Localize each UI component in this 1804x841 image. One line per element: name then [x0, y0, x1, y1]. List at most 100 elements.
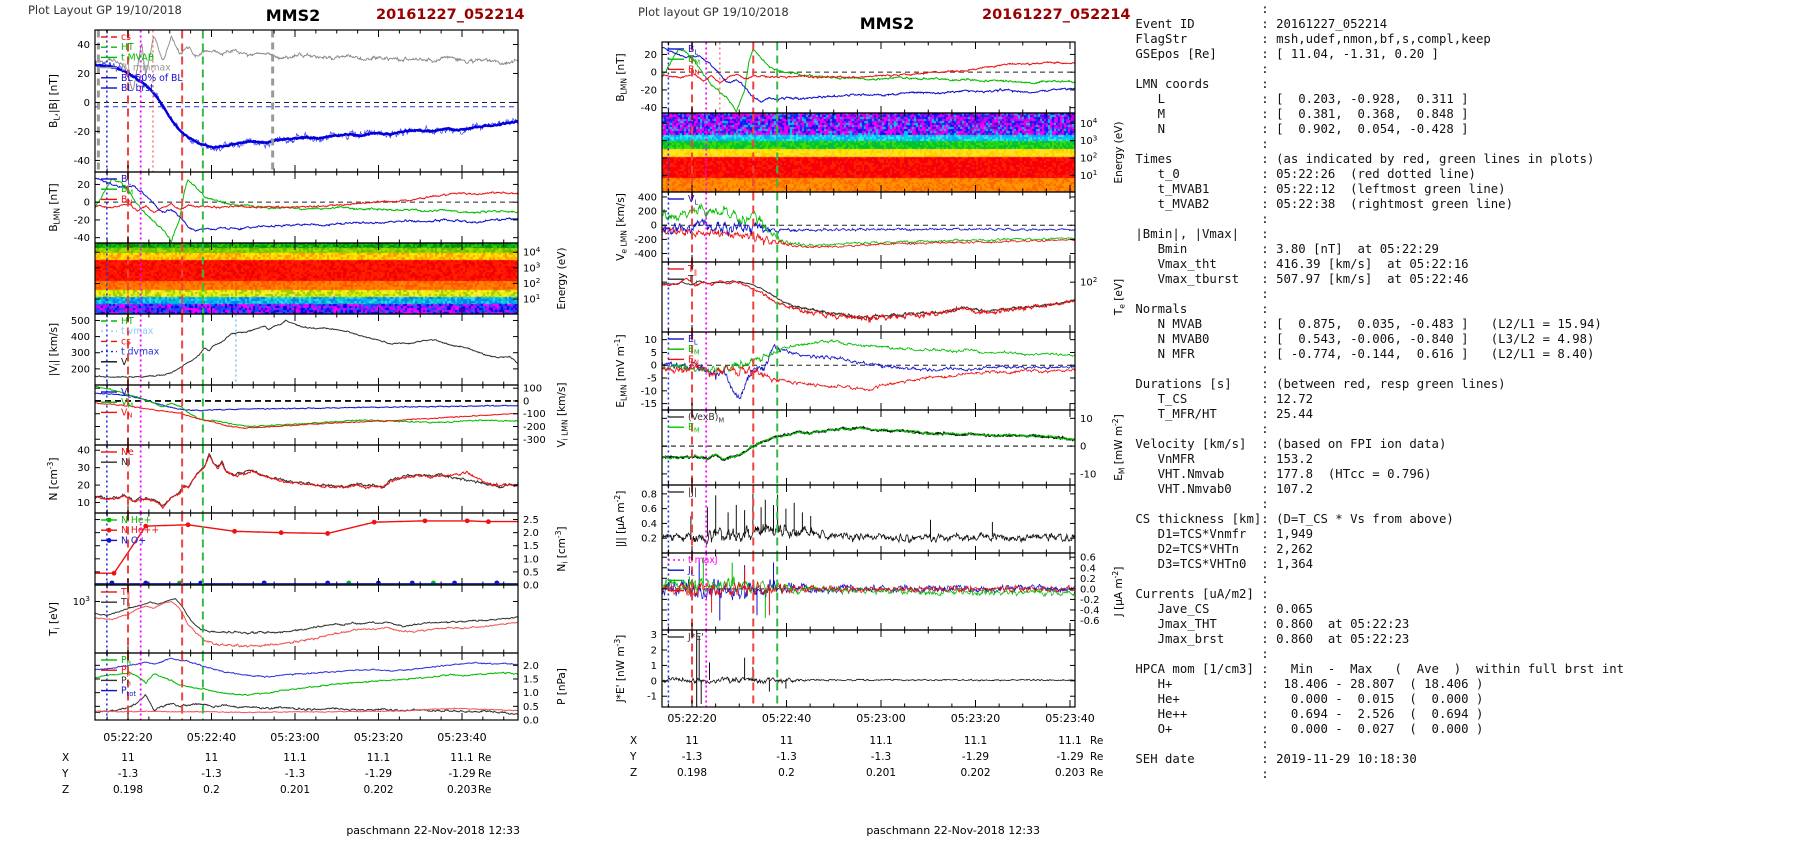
middle-plot-layout-label: Plot layout GP 19/10/2018: [638, 5, 789, 19]
svg-text:X: X: [630, 735, 637, 747]
svg-text:1.0: 1.0: [523, 554, 539, 565]
svg-text:104: 104: [1080, 116, 1098, 130]
svg-text:BN: BN: [121, 194, 132, 206]
svg-text:Ne: Ne: [121, 447, 134, 458]
svg-text:0.2: 0.2: [1080, 574, 1096, 585]
svg-text:0.4: 0.4: [1080, 563, 1096, 574]
svg-text:20: 20: [644, 50, 657, 61]
left-plot-title: MMS2: [265, 6, 321, 25]
svg-text:t MVAB: t MVAB: [121, 52, 154, 63]
svg-text:Ti [eV]: Ti [eV]: [48, 602, 62, 637]
svg-text:400: 400: [638, 192, 657, 203]
svg-text:Y: Y: [61, 768, 69, 780]
svg-text:Energy (eV): Energy (eV): [1113, 122, 1125, 184]
svg-text:-1.29: -1.29: [962, 751, 989, 763]
svg-text:-5: -5: [647, 374, 657, 385]
svg-text:-300: -300: [523, 435, 546, 446]
svg-text:5: 5: [651, 348, 657, 359]
svg-text:Ni: Ni: [121, 457, 131, 468]
svg-text:T∥: T∥: [687, 264, 697, 276]
svg-text:JM: JM: [687, 575, 697, 587]
svg-text:20: 20: [77, 69, 90, 80]
svg-text:-100: -100: [523, 409, 546, 420]
svg-text:2.0: 2.0: [523, 528, 539, 539]
svg-text:VL: VL: [121, 387, 131, 399]
svg-text:0.198: 0.198: [677, 767, 707, 779]
svg-text:Y: Y: [629, 751, 637, 763]
svg-text:VL: VL: [688, 194, 698, 206]
svg-text:-20: -20: [641, 85, 657, 96]
svg-text:40: 40: [77, 446, 90, 457]
svg-text:0.2: 0.2: [778, 767, 795, 779]
svg-text:0.8: 0.8: [641, 489, 657, 500]
svg-text:10: 10: [77, 498, 90, 509]
svg-text:Re: Re: [478, 784, 491, 796]
svg-text:-20: -20: [74, 215, 90, 226]
svg-text:-0.4: -0.4: [1080, 605, 1100, 616]
svg-text:BL: BL: [121, 174, 131, 186]
svg-text:Re: Re: [1090, 735, 1103, 747]
svg-text:-1.3: -1.3: [776, 751, 797, 763]
svg-text:102: 102: [1080, 275, 1097, 289]
svg-text:J*E' [nW m-3]: J*E' [nW m-3]: [613, 635, 627, 704]
svg-text:X: X: [62, 752, 69, 764]
svg-text:P [nPa]: P [nPa]: [556, 668, 568, 705]
svg-text:V: V: [121, 357, 128, 368]
svg-text:0.0: 0.0: [523, 581, 539, 592]
svg-text:Re: Re: [478, 752, 491, 764]
svg-text:cs: cs: [121, 32, 131, 43]
svg-text:Z: Z: [62, 784, 69, 796]
svg-text:05:23:20: 05:23:20: [354, 731, 403, 744]
svg-text:(VexB)M: (VexB)M: [688, 412, 724, 424]
svg-text:05:23:20: 05:23:20: [951, 712, 1000, 725]
svg-text:Pp: Pp: [121, 665, 131, 677]
svg-text:N [cm-3]: N [cm-3]: [46, 458, 60, 501]
svg-text:-10: -10: [1080, 469, 1096, 480]
svg-text:0.6: 0.6: [1080, 553, 1096, 564]
svg-text:0.0: 0.0: [1080, 584, 1096, 595]
svg-text:11.1: 11.1: [450, 752, 473, 764]
svg-text:|J|: |J|: [688, 487, 697, 498]
svg-text:10: 10: [644, 335, 657, 346]
svg-text:-0.6: -0.6: [1080, 616, 1100, 627]
svg-text:11.1: 11.1: [1058, 735, 1081, 747]
svg-text:200: 200: [71, 364, 90, 375]
svg-text:0.198: 0.198: [113, 784, 143, 796]
svg-text:0: 0: [523, 396, 529, 407]
svg-text:11: 11: [780, 735, 793, 747]
svg-text:05:22:20: 05:22:20: [667, 712, 716, 725]
svg-text:0.202: 0.202: [363, 784, 393, 796]
svg-text:HT: HT: [121, 316, 134, 327]
svg-text:BM: BM: [121, 184, 133, 196]
svg-text:-1.3: -1.3: [871, 751, 892, 763]
svg-text:PB: PB: [121, 655, 132, 667]
svg-text:Vi LMN [km/s]: Vi LMN [km/s]: [556, 382, 570, 447]
svg-text:BL,|B| [nT]: BL,|B| [nT]: [48, 74, 62, 128]
svg-text:100: 100: [523, 384, 542, 395]
svg-text:11: 11: [121, 752, 134, 764]
svg-text:EM: EM: [688, 344, 700, 356]
svg-text:11.1: 11.1: [869, 735, 892, 747]
svg-text:05:23:00: 05:23:00: [270, 731, 319, 744]
svg-text:400: 400: [71, 332, 90, 343]
svg-text:200: 200: [638, 207, 657, 218]
svg-text:0.4: 0.4: [641, 519, 657, 530]
svg-text:0.201: 0.201: [866, 767, 896, 779]
electron-spectrogram-canvas: [662, 113, 1075, 192]
svg-text:t vmax: t vmax: [121, 326, 154, 337]
svg-text:05:22:20: 05:22:20: [103, 731, 152, 744]
svg-text:-200: -200: [523, 422, 546, 433]
svg-text:30: 30: [77, 463, 90, 474]
svg-text:103: 103: [73, 594, 90, 608]
svg-text:1.5: 1.5: [523, 541, 539, 552]
svg-text:|Vi| [km/s]: |Vi| [km/s]: [48, 323, 62, 376]
svg-text:0: 0: [651, 361, 657, 372]
svg-text:EM: EM: [688, 422, 700, 434]
svg-text:Ph: Ph: [121, 675, 131, 687]
svg-text:1.0: 1.0: [523, 688, 539, 699]
svg-text:11: 11: [685, 735, 698, 747]
middle-credit: paschmann 22-Nov-2018 12:33: [866, 824, 1040, 837]
svg-text:T∥: T∥: [120, 587, 130, 599]
svg-text:J [µA m-2]: J [µA m-2]: [1111, 567, 1125, 618]
